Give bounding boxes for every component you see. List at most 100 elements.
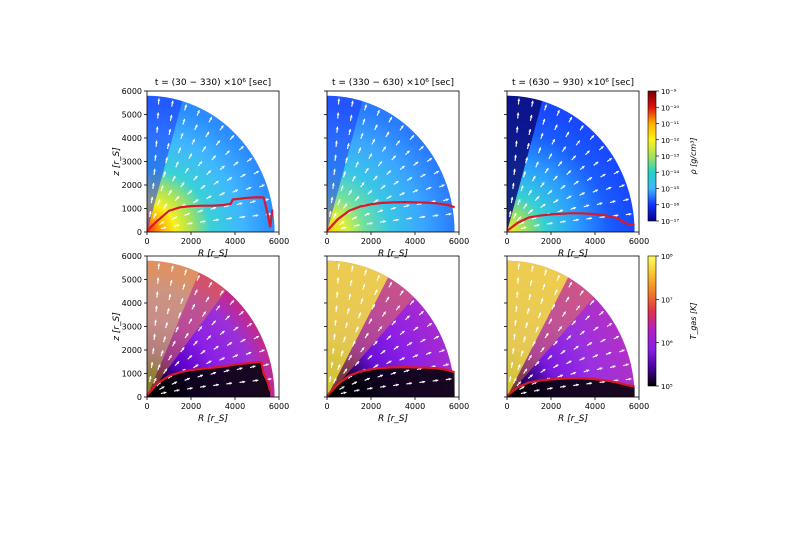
velocity-arrowhead — [374, 340, 378, 344]
x-tick-label: 4000 — [225, 237, 245, 246]
velocity-arrowhead — [239, 367, 243, 371]
velocity-arrowhead — [331, 347, 335, 351]
velocity-arrowhead — [170, 265, 174, 269]
velocity-arrowhead — [175, 161, 179, 165]
velocity-arrowhead — [192, 139, 195, 143]
velocity-arrowhead — [334, 305, 338, 309]
velocity-arrowhead — [382, 350, 386, 354]
velocity-arrowhead — [536, 361, 540, 365]
velocity-arrowhead — [411, 135, 415, 139]
velocity-arrowhead — [625, 198, 629, 202]
x-tick-label: 6000 — [269, 237, 289, 246]
colorbar-tick-label: 10⁻¹¹ — [661, 121, 679, 129]
velocity-arrowhead — [386, 296, 389, 300]
velocity-arrowhead — [374, 124, 378, 128]
velocity-arrowhead — [255, 171, 259, 174]
velocity-arrowhead — [549, 318, 552, 322]
panel-temperature-3: 0 2000 4000 6000 R [r_S] — [504, 255, 649, 424]
velocity-arrowhead — [337, 199, 341, 203]
velocity-arrowhead — [566, 296, 569, 300]
velocity-arrowhead — [580, 290, 584, 294]
velocity-arrowhead — [182, 204, 186, 207]
velocity-arrowhead — [354, 216, 358, 220]
velocity-arrowhead — [377, 275, 380, 279]
velocity-arrowhead — [445, 363, 449, 367]
velocity-arrowhead — [518, 216, 521, 220]
velocity-arrowhead — [406, 315, 410, 319]
velocity-arrowhead — [566, 131, 569, 135]
boundary-curve — [326, 366, 455, 397]
velocity-arrowhead — [344, 368, 347, 372]
velocity-arrowhead — [182, 283, 186, 287]
velocity-arrowhead — [202, 385, 206, 389]
velocity-arrowhead — [409, 382, 413, 385]
velocity-arrowhead — [365, 332, 369, 336]
velocity-arrowhead — [568, 335, 571, 339]
velocity-arrowhead — [513, 333, 516, 337]
velocity-arrowhead — [231, 135, 235, 139]
velocity-arrowhead — [356, 389, 360, 392]
velocity-arrowhead — [540, 298, 544, 302]
velocity-arrowhead — [388, 360, 392, 364]
velocity-arrowhead — [542, 283, 546, 287]
velocity-arrowhead — [189, 355, 193, 359]
y-tick-label: 3000 — [122, 323, 142, 332]
velocity-arrowhead — [155, 291, 159, 295]
velocity-arrowhead — [168, 293, 172, 297]
velocity-arrowhead — [372, 139, 375, 143]
velocity-arrowhead — [240, 146, 244, 150]
panel-density-2: 0 2000 4000 6000 R [r_S] t = (330 − 630) ×10⁶… — [324, 78, 469, 259]
velocity-arrowhead — [573, 206, 577, 210]
velocity-arrowhead — [540, 133, 544, 137]
velocity-arrowhead — [577, 305, 580, 309]
velocity-arrowhead — [520, 350, 524, 354]
density-colorbar: 10⁻⁹ 10⁻¹⁰ 10⁻¹¹ 10⁻¹² 10⁻¹³ 10⁻¹⁴ 10⁻¹⁵ 10⁻¹⁶ 1… — [647, 88, 698, 226]
velocity-arrowhead — [559, 326, 562, 330]
velocity-arrowhead — [409, 342, 413, 345]
transition-band — [507, 277, 594, 397]
x-tick-label: 2000 — [541, 402, 561, 411]
x-tick-label: 4000 — [405, 237, 425, 246]
velocity-arrowhead — [248, 158, 252, 161]
velocity-arrowhead — [169, 279, 173, 283]
velocity-arrowhead — [172, 175, 176, 179]
velocity-arrowhead — [226, 369, 230, 373]
velocity-arrowhead — [392, 320, 396, 324]
velocity-arrowhead — [586, 315, 590, 319]
velocity-arrowhead — [255, 336, 259, 339]
velocity-arrowhead — [261, 349, 265, 353]
velocity-arrowhead — [148, 210, 152, 214]
panel-title: t = (30 − 330) ×10⁶ [sec] — [155, 78, 271, 88]
velocity-arrows — [508, 263, 632, 395]
velocity-arrowhead — [523, 171, 526, 175]
velocity-arrowhead — [552, 139, 555, 143]
velocity-arrows — [328, 98, 452, 230]
velocity-arrowhead — [154, 140, 158, 144]
velocity-arrowhead — [356, 196, 360, 200]
velocity-arrowhead — [538, 312, 542, 316]
velocity-arrowhead — [542, 204, 546, 207]
colorbar-tick-label: 10⁻¹² — [661, 137, 679, 145]
panel-grid: 0 2000 4000 60000100020003000400050006000R … — [112, 78, 649, 424]
velocity-arrowhead — [602, 380, 606, 384]
field-wedge — [327, 95, 455, 232]
velocity-arrowhead — [573, 371, 577, 375]
velocity-arrowhead — [529, 114, 533, 118]
velocity-arrowhead — [389, 282, 392, 286]
velocity-arrowhead — [340, 185, 344, 189]
y-tick-label: 2000 — [122, 181, 142, 190]
velocity-arrowhead — [185, 167, 189, 171]
velocity-arrowhead — [397, 140, 400, 144]
velocity-arrowhead — [441, 184, 445, 188]
velocity-arrowhead — [364, 104, 367, 108]
velocity-arrowhead — [396, 218, 399, 222]
velocity-arrowhead — [165, 157, 168, 161]
velocity-arrowhead — [554, 340, 558, 344]
velocity-arrowhead — [252, 365, 256, 369]
velocity-arrowhead — [199, 374, 203, 378]
x-tick-label: 4000 — [585, 402, 605, 411]
velocity-arrowhead — [541, 182, 545, 186]
velocity-arrowhead — [586, 150, 590, 154]
velocity-arrowhead — [252, 200, 256, 204]
polar-funnel — [147, 95, 183, 232]
